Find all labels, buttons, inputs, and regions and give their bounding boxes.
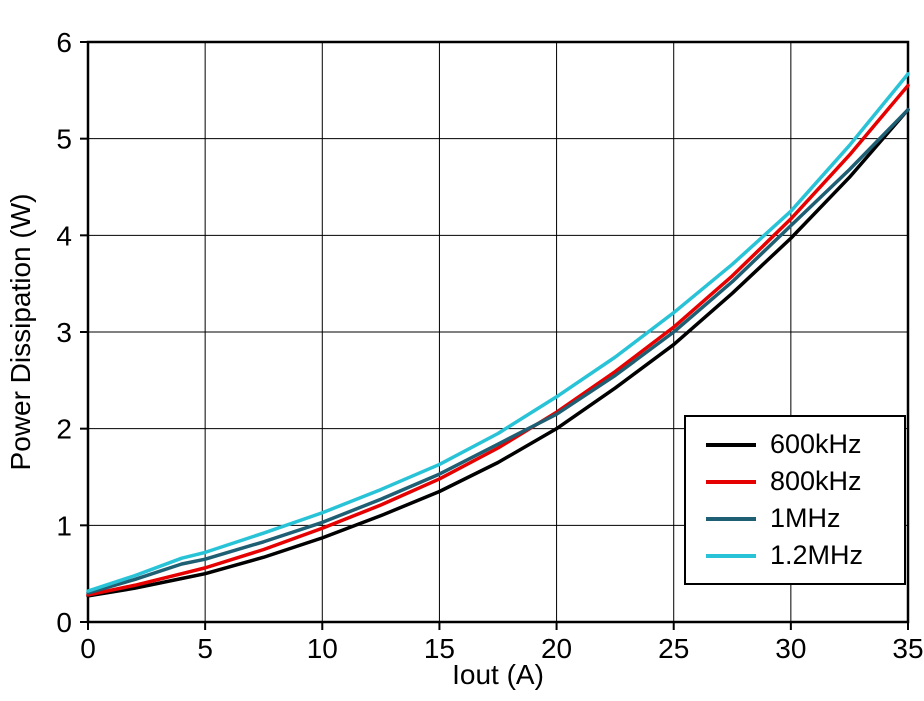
legend-item-600khz: 600kHz (706, 431, 904, 458)
legend-swatch-600khz (706, 442, 756, 447)
x-axis-title: Iout (A) (452, 659, 544, 690)
legend-swatch-1mhz (706, 516, 756, 521)
y-tick-label: 0 (56, 607, 72, 638)
x-tick-label: 10 (307, 633, 338, 664)
y-tick-label: 4 (56, 220, 72, 251)
x-tick-label: 25 (658, 633, 689, 664)
series-line-800kHz (86, 83, 910, 597)
legend-item-800khz: 800kHz (706, 468, 904, 495)
x-tick-label: 20 (541, 633, 572, 664)
series-line-1.2MHz (86, 72, 910, 593)
y-tick-label: 3 (56, 317, 72, 348)
y-tick-label: 5 (56, 124, 72, 155)
legend-item-1mhz: 1MHz (706, 505, 904, 532)
series-line-600kHz (86, 107, 910, 598)
legend-label-1_2mhz: 1.2MHz (770, 540, 864, 570)
legend: 600kHz 800kHz 1MHz 1.2MHz (684, 415, 906, 585)
legend-label-600khz: 600kHz (770, 429, 862, 459)
y-tick-label: 1 (56, 510, 72, 541)
y-axis-title: Power Dissipation (W) (5, 194, 36, 471)
legend-item-1_2mhz: 1.2MHz (706, 542, 904, 569)
series-line-1MHz (86, 107, 910, 595)
x-tick-label: 30 (775, 633, 806, 664)
y-tick-label: 6 (56, 27, 72, 58)
legend-label-800khz: 800kHz (770, 466, 862, 496)
x-tick-label: 0 (80, 633, 96, 664)
legend-swatch-1_2mhz (706, 553, 756, 558)
x-tick-label: 35 (892, 633, 923, 664)
x-tick-label: 5 (197, 633, 213, 664)
y-tick-label: 2 (56, 414, 72, 445)
legend-label-1mhz: 1MHz (770, 503, 841, 533)
legend-swatch-800khz (706, 479, 756, 484)
x-tick-label: 15 (424, 633, 455, 664)
